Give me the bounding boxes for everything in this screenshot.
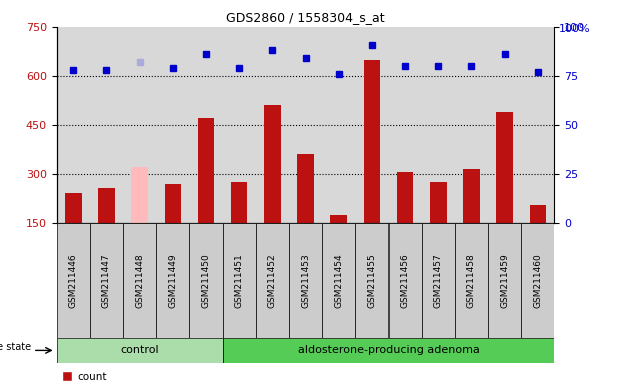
Bar (397, 172, 413, 223)
Text: GSM211451: GSM211451 (235, 253, 244, 308)
Text: GSM211447: GSM211447 (102, 253, 111, 308)
Bar (123, 223, 156, 338)
Text: GSM211458: GSM211458 (467, 253, 476, 308)
Bar (198, 118, 214, 223)
Bar (322, 223, 355, 338)
Text: GSM211454: GSM211454 (335, 253, 343, 308)
Text: GSM211450: GSM211450 (202, 253, 210, 308)
Text: GSM211446: GSM211446 (69, 253, 77, 308)
Text: GSM211453: GSM211453 (301, 253, 310, 308)
Bar (297, 154, 314, 223)
Text: control: control (120, 345, 159, 356)
Bar (57, 338, 222, 363)
Text: GSM211452: GSM211452 (268, 253, 277, 308)
Bar (65, 194, 81, 223)
Bar (90, 223, 123, 338)
Bar (330, 215, 347, 223)
Bar (488, 223, 521, 338)
Bar (98, 189, 115, 223)
Bar (389, 223, 421, 338)
Bar (256, 223, 289, 338)
Text: GSM211448: GSM211448 (135, 253, 144, 308)
Bar (355, 223, 389, 338)
Text: 100%: 100% (559, 24, 590, 34)
Bar (222, 223, 256, 338)
Bar (222, 338, 554, 363)
Text: GSM211457: GSM211457 (434, 253, 443, 308)
Bar (496, 112, 513, 223)
Bar (529, 205, 546, 223)
Title: GDS2860 / 1558304_s_at: GDS2860 / 1558304_s_at (226, 11, 385, 24)
Bar (521, 223, 554, 338)
Bar (264, 105, 280, 223)
Bar (463, 169, 480, 223)
Text: GSM211449: GSM211449 (168, 253, 177, 308)
Text: GSM211459: GSM211459 (500, 253, 509, 308)
Bar (455, 223, 488, 338)
Bar (421, 223, 455, 338)
Bar (164, 184, 181, 223)
Bar (57, 223, 90, 338)
Text: GSM211455: GSM211455 (367, 253, 376, 308)
Bar (131, 167, 148, 223)
Bar (156, 223, 190, 338)
Bar (430, 182, 447, 223)
Text: aldosterone-producing adenoma: aldosterone-producing adenoma (297, 345, 479, 356)
Text: disease state: disease state (0, 342, 31, 352)
Bar (289, 223, 322, 338)
Text: GSM211456: GSM211456 (401, 253, 410, 308)
Bar (190, 223, 222, 338)
Bar (364, 60, 380, 223)
Text: GSM211460: GSM211460 (534, 253, 542, 308)
Legend: count, percentile rank within the sample, value, Detection Call = ABSENT, rank, : count, percentile rank within the sample… (62, 372, 253, 384)
Bar (231, 182, 248, 223)
